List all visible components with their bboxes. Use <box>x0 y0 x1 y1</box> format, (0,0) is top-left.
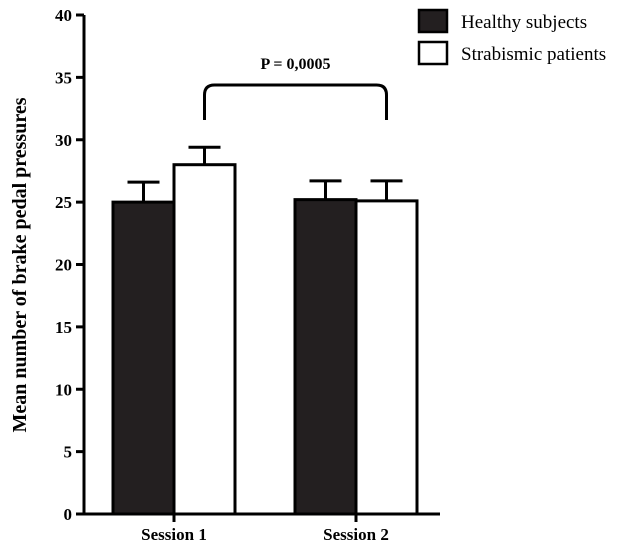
legend-label-healthy-subjects: Healthy subjects <box>461 12 587 33</box>
significance-annotation: P = 0,0005 <box>203 56 388 120</box>
y-tick-label: 5 <box>64 443 73 462</box>
bar-strabismic-patients-2 <box>354 199 419 516</box>
error-bar-healthy-subjects-1 <box>127 180 160 203</box>
y-tick-label: 15 <box>55 318 72 337</box>
y-tick-label: 30 <box>55 131 72 150</box>
error-bar-strabismic-patients-2 <box>370 179 403 201</box>
bars <box>111 163 419 516</box>
significance-bracket <box>203 83 388 120</box>
y-axis: 0 5 10 15 20 25 30 35 40 <box>55 6 86 524</box>
y-tick-label: 35 <box>55 68 72 87</box>
legend: Healthy subjects Strabismic patients <box>417 8 606 66</box>
bar-healthy-subjects-1 <box>111 200 176 516</box>
error-bar-healthy-subjects-2 <box>309 179 342 200</box>
legend-swatch-healthy-subjects <box>417 8 449 34</box>
y-axis-title: Mean number of brake pedal pressures <box>9 97 31 432</box>
y-tick-label: 20 <box>55 256 72 275</box>
error-bar-strabismic-patients-1 <box>188 145 221 165</box>
y-tick-label: 10 <box>55 380 72 399</box>
x-axis: Session 1 Session 2 <box>84 512 440 544</box>
y-tick-label: 25 <box>55 193 72 212</box>
legend-label-strabismic-patients: Strabismic patients <box>461 44 606 65</box>
p-value-label: P = 0,0005 <box>260 56 330 73</box>
bar-healthy-subjects-2 <box>293 198 358 516</box>
legend-swatch-strabismic-patients <box>417 40 449 66</box>
y-tick-label: 40 <box>55 6 72 25</box>
bar-strabismic-patients-1 <box>172 163 237 516</box>
error-bars <box>127 145 403 203</box>
x-category-label: Session 1 <box>141 525 207 544</box>
x-category-label: Session 2 <box>323 525 389 544</box>
y-tick-label: 0 <box>64 505 73 524</box>
